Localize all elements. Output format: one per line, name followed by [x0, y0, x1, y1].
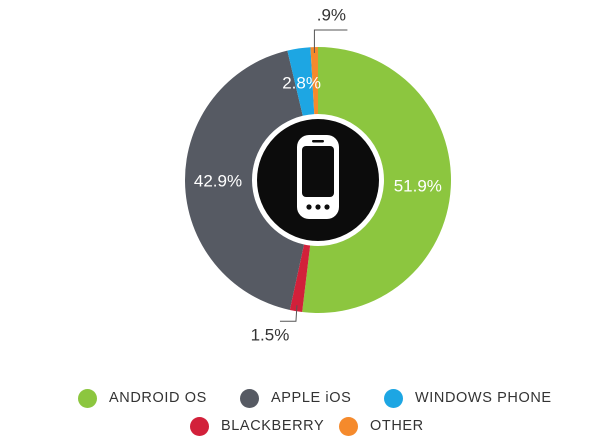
- legend-swatch: [78, 388, 97, 408]
- legend-swatch: [190, 416, 209, 436]
- legend-swatch: [240, 388, 259, 408]
- slice-android-os: [302, 47, 452, 313]
- slice-label-blackberry: 1.5%: [251, 326, 290, 345]
- legend-swatch: [339, 416, 358, 436]
- callout-line: [313, 29, 348, 54]
- legend-item-android-os: ANDROID OS: [78, 386, 207, 410]
- legend-item-windows-phone: WINDOWS PHONE: [384, 386, 552, 410]
- legend: ANDROID OS APPLE iOS WINDOWS PHONE BLACK…: [0, 372, 600, 442]
- slice-label-apple-ios: 42.9%: [194, 171, 242, 190]
- market-share-donut-chart: 51.9% 1.5% 42.9% 2.8% .9%: [185, 6, 452, 345]
- slice-windows-phone: [287, 47, 315, 116]
- legend-swatch: [384, 388, 403, 408]
- legend-item-other: OTHER: [339, 414, 424, 438]
- slice-label-android-os: 51.9%: [394, 176, 442, 195]
- legend-label: BLACKBERRY: [221, 418, 325, 434]
- legend-label: WINDOWS PHONE: [415, 390, 552, 406]
- callouts: [279, 29, 348, 322]
- slice-apple-ios: [185, 50, 305, 310]
- slice-label-windows-phone: 2.8%: [282, 74, 321, 93]
- callout-line: [279, 305, 298, 322]
- legend-label: ANDROID OS: [109, 390, 207, 406]
- slice-blackberry: [289, 244, 311, 313]
- legend-item-blackberry: BLACKBERRY: [190, 414, 324, 438]
- smartphone-icon: [253, 115, 383, 245]
- slice-label-other: .9%: [317, 6, 346, 25]
- slice-labels: 51.9% 1.5% 42.9% 2.8% .9%: [194, 6, 442, 345]
- legend-label: APPLE iOS: [271, 390, 352, 406]
- slice-other: [310, 47, 318, 115]
- legend-item-apple-ios: APPLE iOS: [240, 386, 351, 410]
- donut-slices: [185, 47, 452, 313]
- legend-label: OTHER: [370, 418, 424, 434]
